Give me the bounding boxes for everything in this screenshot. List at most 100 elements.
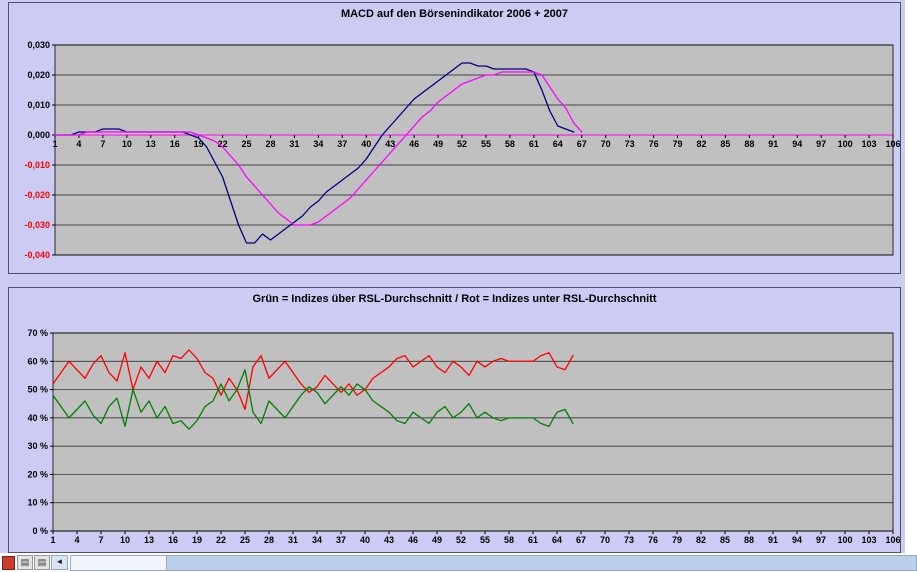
x-tick-label: 13 <box>144 535 154 545</box>
x-tick-label: 49 <box>432 535 442 545</box>
x-tick-label: 58 <box>505 139 515 149</box>
y-tick-label: -0,020 <box>24 190 50 200</box>
x-tick-label: 100 <box>837 535 852 545</box>
horizontal-scrollbar[interactable] <box>70 554 917 571</box>
y-tick-label: 40 % <box>27 413 48 423</box>
x-tick-label: 85 <box>720 535 730 545</box>
plot-border <box>54 44 894 256</box>
x-tick-label: 46 <box>409 139 419 149</box>
plot-area <box>55 45 893 255</box>
x-tick-label: 94 <box>792 139 802 149</box>
x-tick-label: 25 <box>240 535 250 545</box>
series-indizes-ueber-rsl-durchschnitt-gruen <box>52 369 574 430</box>
y-tick-label: -0,030 <box>24 220 50 230</box>
x-tick-label: 103 <box>861 535 876 545</box>
x-tick-label: 94 <box>792 535 802 545</box>
y-tick-label: 0,020 <box>27 70 50 80</box>
y-tick-label: 10 % <box>27 498 48 508</box>
x-tick-label: 64 <box>553 139 563 149</box>
x-tick-label: 55 <box>481 139 491 149</box>
y-tick-label: -0,010 <box>24 160 50 170</box>
y-tick-label: -0,040 <box>24 250 50 260</box>
x-tick-label: 100 <box>838 139 853 149</box>
horizontal-scrollbar-thumb[interactable] <box>71 555 167 570</box>
x-tick-label: 73 <box>624 535 634 545</box>
macd-chart-object[interactable]: 0,030 0,020 0,010 0,000 -0,010 -0,020 -0,030 -0… <box>8 2 901 274</box>
x-tick-label: 67 <box>576 535 586 545</box>
x-tick-label: 31 <box>288 535 298 545</box>
x-tick-label: 31 <box>289 139 299 149</box>
x-tick-label: 106 <box>885 139 900 149</box>
x-tick-label: 16 <box>170 139 180 149</box>
x-tick-label: 46 <box>408 535 418 545</box>
x-tick-label: 49 <box>433 139 443 149</box>
x-tick-label: 82 <box>696 139 706 149</box>
x-tick-label: 79 <box>672 535 682 545</box>
y-tick-label: 0,000 <box>27 130 50 140</box>
x-tick-label: 97 <box>816 139 826 149</box>
rsl-chart-object[interactable]: 70 % 60 % 50 % 40 % 30 % 20 % 10 % 0 % 1 4 7 10 13 16… <box>8 287 901 553</box>
x-tick-label: 103 <box>862 139 877 149</box>
x-tick-label: 7 <box>98 535 103 545</box>
x-tick-label: 82 <box>696 535 706 545</box>
x-tick-label: 55 <box>480 535 490 545</box>
x-tick-label: 28 <box>264 535 274 545</box>
x-tick-label: 7 <box>100 139 105 149</box>
x-tick-label: 22 <box>218 139 228 149</box>
document-icon[interactable] <box>2 555 15 570</box>
y-tick-label: 0,010 <box>27 100 50 110</box>
x-tick-label: 10 <box>122 139 132 149</box>
x-tick-label: 67 <box>577 139 587 149</box>
x-tick-label: 76 <box>649 139 659 149</box>
x-tick-label: 61 <box>528 535 538 545</box>
x-tick-label: 34 <box>312 535 322 545</box>
x-tick-label: 70 <box>601 139 611 149</box>
x-tick-label: 4 <box>74 535 79 545</box>
x-tick-label: 28 <box>265 139 275 149</box>
x-tick-label: 10 <box>120 535 130 545</box>
x-tick-label: 88 <box>744 139 754 149</box>
macd-chart-canvas: 0,030 0,020 0,010 0,000 -0,010 -0,020 -0,030 -0… <box>24 40 900 260</box>
x-tick-label: 79 <box>673 139 683 149</box>
series-macd-magenta-line <box>54 71 583 226</box>
x-tick-label: 1 <box>52 139 57 149</box>
y-tick-label: 20 % <box>27 469 48 479</box>
bottom-scroll-area: ▤ ▤ ◄ <box>0 553 917 572</box>
y-tick-label: 50 % <box>27 385 48 395</box>
x-tick-label: 58 <box>504 535 514 545</box>
x-tick-label: 52 <box>457 139 467 149</box>
x-tick-label: 52 <box>456 535 466 545</box>
x-tick-label: 13 <box>146 139 156 149</box>
x-tick-label: 43 <box>384 535 394 545</box>
scroll-left-button[interactable]: ◄ <box>51 555 68 570</box>
x-tick-label: 37 <box>337 139 347 149</box>
x-tick-label: 40 <box>361 139 371 149</box>
rsl-chart-canvas: 70 % 60 % 50 % 40 % 30 % 20 % 10 % 0 %1 4 7 10 13 16… <box>27 328 900 545</box>
x-tick-label: 25 <box>242 139 252 149</box>
plot-area <box>53 333 893 531</box>
x-tick-label: 64 <box>552 535 562 545</box>
x-tick-label: 91 <box>768 139 778 149</box>
x-tick-label: 4 <box>76 139 81 149</box>
rsl-chart-title: Grün = Indizes über RSL-Durchschnitt / R… <box>252 293 657 305</box>
x-tick-label: 40 <box>360 535 370 545</box>
y-tick-label: 30 % <box>27 441 48 451</box>
macd-chart-title: MACD auf den Börsenindikator 2006 + 2007 <box>340 8 569 20</box>
y-tick-label: 60 % <box>27 356 48 366</box>
sheet-tabs-icon-2[interactable]: ▤ <box>34 555 50 570</box>
x-tick-label: 76 <box>648 535 658 545</box>
x-tick-label: 85 <box>720 139 730 149</box>
x-tick-label: 37 <box>336 535 346 545</box>
sheet-tabs-icon[interactable]: ▤ <box>17 555 33 570</box>
x-tick-label: 19 <box>192 535 202 545</box>
x-tick-label: 19 <box>194 139 204 149</box>
y-tick-label: 70 % <box>27 328 48 338</box>
x-tick-label: 73 <box>625 139 635 149</box>
x-tick-label: 34 <box>313 139 323 149</box>
x-tick-label: 97 <box>816 535 826 545</box>
x-tick-label: 16 <box>168 535 178 545</box>
right-gutter <box>905 0 917 553</box>
x-tick-label: 70 <box>600 535 610 545</box>
x-tick-label: 106 <box>885 535 900 545</box>
y-tick-label: 0 % <box>32 526 48 536</box>
